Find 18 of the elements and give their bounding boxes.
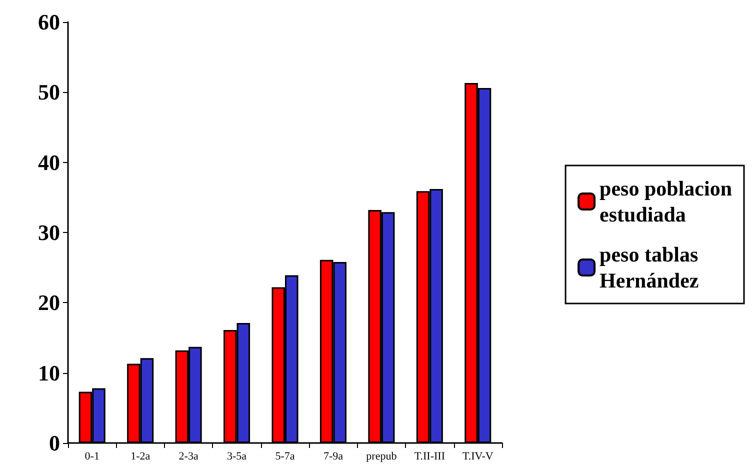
y-tick-label: 0	[49, 430, 60, 456]
y-tick-label: 60	[38, 10, 60, 34]
legend-label: peso tablas Hernández	[600, 242, 699, 292]
x-tick-label: T.IV-V	[462, 450, 494, 462]
x-tick-label: 5-7a	[275, 450, 295, 462]
x-tick-label: 1-2a	[130, 450, 150, 462]
x-tick-label: prepub	[366, 450, 398, 462]
y-tick-label: 10	[38, 360, 60, 386]
x-tick-label: 2-3a	[178, 450, 198, 462]
y-tick-label: 50	[38, 80, 60, 105]
y-tick-label: 30	[38, 220, 60, 245]
x-tick-label: 3-5a	[227, 450, 247, 462]
x-tick-label: 7-9a	[323, 450, 344, 462]
y-tick-label: 40	[38, 150, 60, 175]
y-tick-label: 20	[38, 290, 60, 316]
x-tick-label: T.II-III	[414, 450, 446, 462]
legend-label: peso poblacion estudiada	[600, 176, 732, 226]
x-tick-label: 0-1	[84, 450, 100, 462]
